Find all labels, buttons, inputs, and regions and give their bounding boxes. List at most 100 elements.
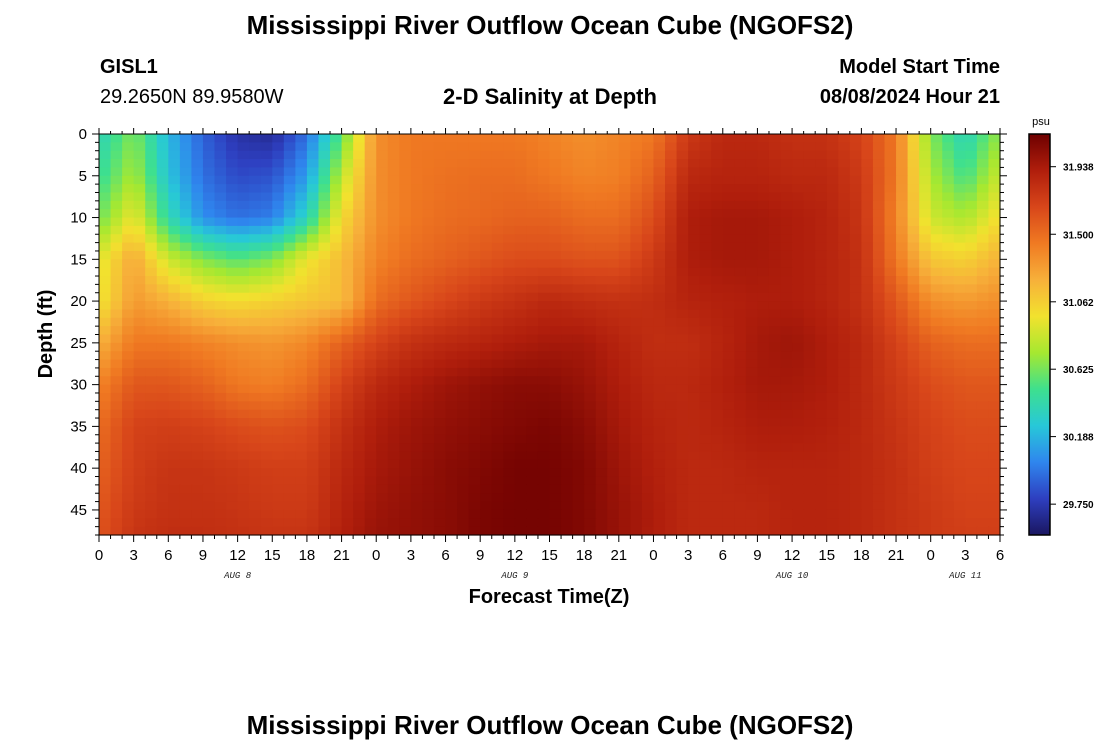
heatmap-cell	[907, 384, 920, 394]
heatmap-cell	[422, 217, 435, 227]
heatmap-cell	[792, 401, 805, 411]
heatmap-cell	[826, 392, 839, 402]
heatmap-cell	[584, 418, 597, 427]
heatmap-cell	[99, 401, 112, 411]
heatmap-cell	[480, 284, 493, 294]
heatmap-cell	[445, 443, 458, 453]
heatmap-cell	[849, 392, 862, 402]
heatmap-cell	[965, 225, 978, 235]
heatmap-cell	[191, 493, 204, 503]
heatmap-cell	[930, 334, 943, 344]
heatmap-cell	[272, 359, 285, 369]
heatmap-cell	[341, 142, 354, 152]
heatmap-cell	[745, 250, 759, 260]
heatmap-cell	[734, 292, 747, 302]
heatmap-cell	[572, 309, 585, 319]
heatmap-cell	[295, 150, 308, 160]
heatmap-cell	[457, 225, 470, 235]
heatmap-cell	[330, 142, 343, 152]
heatmap-cell	[815, 309, 828, 319]
heatmap-cell	[295, 351, 308, 361]
heatmap-cell	[976, 200, 990, 210]
heatmap-cell	[653, 518, 666, 528]
heatmap-cell	[549, 134, 562, 143]
heatmap-cell	[526, 476, 539, 486]
heatmap-cell	[630, 184, 643, 194]
heatmap-cell	[202, 225, 216, 235]
heatmap-cell	[942, 301, 955, 311]
heatmap-cell	[653, 359, 666, 369]
heatmap-cell	[965, 334, 978, 344]
heatmap-cell	[353, 376, 366, 386]
heatmap-cell	[872, 468, 886, 478]
heatmap-cell	[653, 276, 666, 285]
heatmap-cell	[122, 192, 135, 202]
heatmap-cell	[480, 292, 493, 302]
heatmap-cell	[145, 326, 158, 336]
heatmap-cell	[676, 376, 689, 386]
heatmap-cell	[734, 150, 747, 160]
heatmap-cell	[156, 392, 169, 402]
heatmap-cell	[226, 367, 239, 377]
heatmap-cell	[445, 392, 458, 402]
heatmap-cell	[976, 284, 990, 294]
heatmap-cell	[745, 209, 759, 219]
heatmap-cell	[630, 484, 643, 494]
heatmap-cell	[133, 250, 146, 260]
heatmap-cell	[514, 476, 527, 486]
heatmap-cell	[688, 217, 701, 227]
heatmap-cell	[665, 518, 678, 528]
heatmap-cell	[688, 409, 701, 419]
heatmap-cell	[122, 443, 135, 453]
heatmap-cell	[353, 409, 366, 419]
heatmap-cell	[318, 359, 331, 369]
heatmap-cell	[145, 234, 158, 244]
heatmap-cell	[249, 142, 262, 152]
heatmap-cell	[734, 259, 747, 269]
heatmap-cell	[838, 250, 851, 260]
heatmap-cell	[942, 175, 955, 185]
heatmap-cell	[561, 409, 574, 419]
y-tick-label: 45	[70, 502, 87, 519]
y-tick-label: 35	[70, 418, 87, 435]
heatmap-cell	[688, 418, 701, 427]
heatmap-cell	[283, 509, 296, 519]
heatmap-cell	[330, 284, 343, 294]
heatmap-cell	[561, 142, 574, 152]
heatmap-cell	[872, 392, 886, 402]
heatmap-cell	[838, 367, 851, 377]
heatmap-cell	[422, 443, 435, 453]
heatmap-cell	[734, 159, 747, 169]
heatmap-cell	[364, 526, 377, 536]
heatmap-cell	[549, 175, 562, 185]
heatmap-cell	[179, 317, 193, 327]
heatmap-cell	[711, 159, 724, 169]
heatmap-cell	[919, 225, 932, 235]
heatmap-cell	[537, 334, 551, 344]
heatmap-cell	[249, 150, 262, 160]
heatmap-cell	[399, 326, 412, 336]
heatmap-cell	[896, 309, 909, 319]
heatmap-cell	[376, 200, 389, 210]
heatmap-cell	[156, 292, 169, 302]
heatmap-cell	[330, 326, 343, 336]
heatmap-cell	[630, 518, 643, 528]
heatmap-cell	[953, 476, 966, 486]
heatmap-cell	[318, 167, 331, 177]
heatmap-cell	[318, 150, 331, 160]
heatmap-cell	[734, 409, 747, 419]
heatmap-cell	[433, 301, 447, 311]
heatmap-cell	[734, 426, 747, 436]
heatmap-cell	[607, 384, 620, 394]
heatmap-cell	[191, 443, 204, 453]
heatmap-cell	[145, 292, 158, 302]
heatmap-cell	[768, 192, 782, 202]
heatmap-cell	[688, 351, 701, 361]
x-tick-label: 9	[753, 547, 761, 564]
heatmap-cell	[237, 376, 250, 386]
heatmap-cell	[665, 501, 678, 511]
heatmap-cell	[260, 284, 273, 294]
heatmap-cell	[537, 209, 551, 219]
heatmap-cell	[318, 418, 331, 427]
